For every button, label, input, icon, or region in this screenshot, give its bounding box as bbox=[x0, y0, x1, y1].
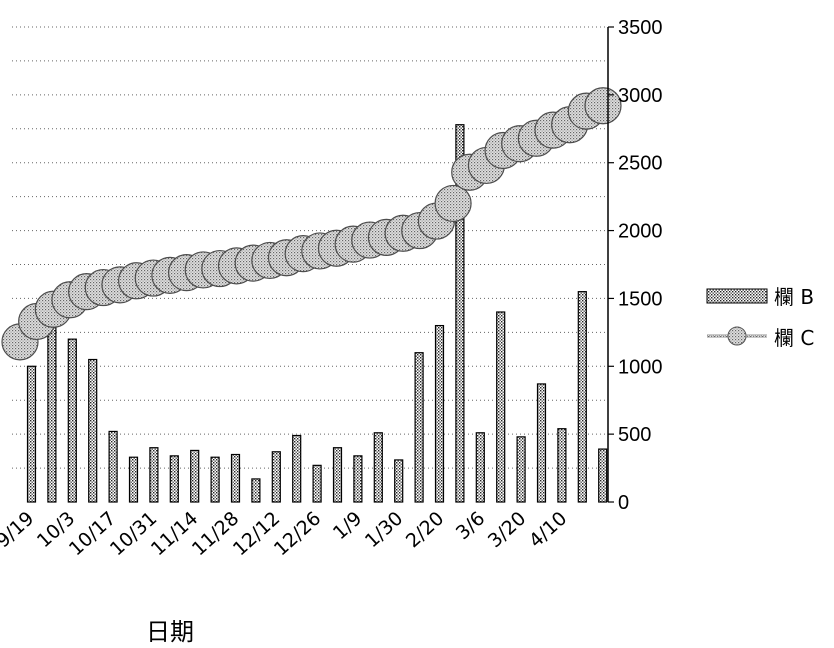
bar-series bbox=[26, 124, 608, 503]
bar bbox=[434, 324, 445, 503]
bar bbox=[577, 291, 587, 503]
bar bbox=[353, 455, 363, 503]
x-tick-label: 1/30 bbox=[361, 507, 407, 552]
x-tick-label: 9/19 bbox=[0, 507, 38, 552]
line-marker bbox=[584, 87, 622, 125]
bar bbox=[557, 428, 567, 503]
bar bbox=[108, 430, 118, 503]
bar bbox=[373, 432, 383, 503]
bar bbox=[128, 456, 139, 503]
legend-bar-swatch bbox=[706, 288, 768, 304]
y-tick-label: 2000 bbox=[618, 221, 663, 243]
y-tick-label: 2500 bbox=[618, 153, 663, 175]
x-tick-label: 11/28 bbox=[188, 507, 243, 560]
bar bbox=[292, 434, 302, 503]
y-tick-label: 0 bbox=[618, 492, 629, 514]
bar bbox=[455, 124, 465, 503]
legend-circle-marker bbox=[727, 326, 747, 346]
y-axis bbox=[607, 26, 614, 503]
y-tick-label: 3500 bbox=[618, 17, 663, 39]
y-tick-label: 1000 bbox=[618, 356, 663, 378]
bar bbox=[88, 358, 98, 503]
bar bbox=[475, 432, 485, 503]
legend: 欄 B 欄 C bbox=[706, 285, 814, 350]
x-tick-label: 10/17 bbox=[65, 507, 120, 560]
bar bbox=[598, 448, 608, 503]
bar bbox=[210, 456, 220, 503]
bar bbox=[496, 311, 506, 503]
x-tick-label: 12/12 bbox=[229, 507, 284, 560]
y-tick-labels: 0 500 1000 1500 2000 2500 3000 3500 bbox=[618, 17, 663, 514]
x-tick-label: 3/6 bbox=[452, 507, 489, 544]
x-axis-label: 日期 bbox=[146, 618, 194, 646]
x-tick-label: 2/20 bbox=[402, 507, 448, 552]
bar bbox=[190, 449, 200, 503]
bar bbox=[394, 459, 404, 503]
legend-label-b: 欄 B bbox=[774, 285, 814, 309]
y-tick-label: 3000 bbox=[618, 85, 663, 107]
line-series bbox=[1, 87, 622, 361]
bar bbox=[149, 447, 159, 503]
bar bbox=[67, 338, 77, 503]
bar bbox=[230, 453, 241, 503]
x-tick-label: 4/10 bbox=[525, 507, 571, 552]
y-tick-label: 500 bbox=[618, 424, 651, 446]
bar bbox=[414, 352, 424, 503]
y-tick-label: 1500 bbox=[618, 288, 663, 310]
bar bbox=[516, 436, 526, 503]
bar bbox=[271, 451, 281, 503]
x-tick-label: 11/14 bbox=[147, 507, 202, 560]
bar bbox=[536, 383, 547, 503]
bar bbox=[251, 478, 261, 503]
x-tick-label: 10/31 bbox=[106, 507, 161, 560]
x-tick-label: 3/20 bbox=[484, 507, 530, 552]
line-marker bbox=[434, 184, 472, 223]
legend-label-c: 欄 C bbox=[774, 326, 814, 350]
x-tick-label: 1/9 bbox=[329, 507, 366, 544]
bar bbox=[332, 447, 343, 503]
bar bbox=[26, 365, 37, 503]
x-tick-label: 12/26 bbox=[270, 507, 325, 560]
bar bbox=[169, 455, 179, 503]
bar bbox=[312, 464, 322, 503]
